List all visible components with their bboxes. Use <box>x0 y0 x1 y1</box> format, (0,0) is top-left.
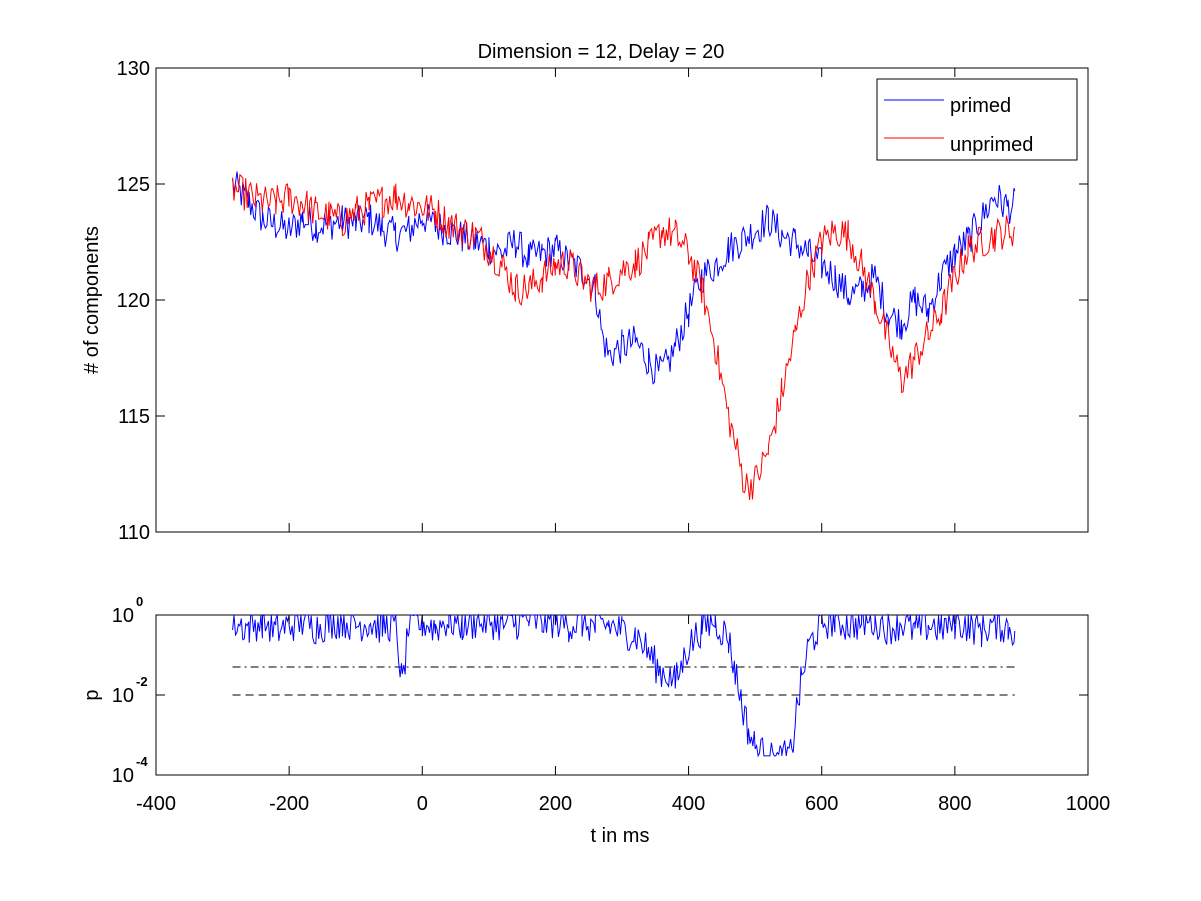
bottom-y-tick-base: 10 <box>112 605 134 627</box>
bottom-y-tick-base: 10 <box>112 685 134 707</box>
top-y-tick-label: 115 <box>118 406 150 428</box>
bottom-x-tick-label: 1000 <box>1066 793 1111 815</box>
bottom-x-tick-label: 800 <box>938 793 971 815</box>
series-primed-line <box>232 171 1016 385</box>
bottom-y-tick-exponent: -2 <box>136 674 148 689</box>
top-y-ticks: 110 115 120 125 130 <box>117 58 1089 544</box>
bottom-y-tick-exponent: 0 <box>136 594 143 609</box>
bottom-x-tick-label: -200 <box>269 793 309 815</box>
bottom-x-tick-label: 0 <box>417 793 428 815</box>
legend-unprimed-label: unprimed <box>950 134 1033 156</box>
bottom-x-tick-label: 400 <box>672 793 705 815</box>
top-y-tick-label: 110 <box>118 522 150 544</box>
bottom-x-tick-label: 600 <box>805 793 838 815</box>
bottom-y-tick-base: 10 <box>112 765 134 787</box>
top-y-axis-label: # of components <box>81 226 103 374</box>
top-series-group <box>232 171 1016 501</box>
legend-primed-label: primed <box>950 95 1011 117</box>
legend: primed unprimed <box>876 78 1078 161</box>
p-value-line <box>232 613 1016 758</box>
bottom-x-axis-label: t in ms <box>591 825 650 847</box>
chart-title: Dimension = 12, Delay = 20 <box>478 41 725 63</box>
series-unprimed-line <box>232 173 1016 501</box>
top-y-tick-label: 125 <box>117 174 150 196</box>
bottom-x-tick-label: 200 <box>539 793 572 815</box>
bottom-series-group <box>232 613 1016 758</box>
top-y-tick-label: 130 <box>117 58 150 80</box>
top-y-tick-label: 120 <box>117 290 150 312</box>
bottom-y-tick-exponent: -4 <box>136 754 148 769</box>
bottom-x-tick-label: -400 <box>136 793 176 815</box>
bottom-x-ticks: -400 -200 0 200 400 600 800 1000 <box>136 615 1110 815</box>
top-panel: Dimension = 12, Delay = 20 1101151201251… <box>81 41 1089 544</box>
reference-lines <box>232 666 1015 696</box>
bottom-y-axis-label: p <box>81 689 103 700</box>
legend-box <box>876 78 1078 161</box>
